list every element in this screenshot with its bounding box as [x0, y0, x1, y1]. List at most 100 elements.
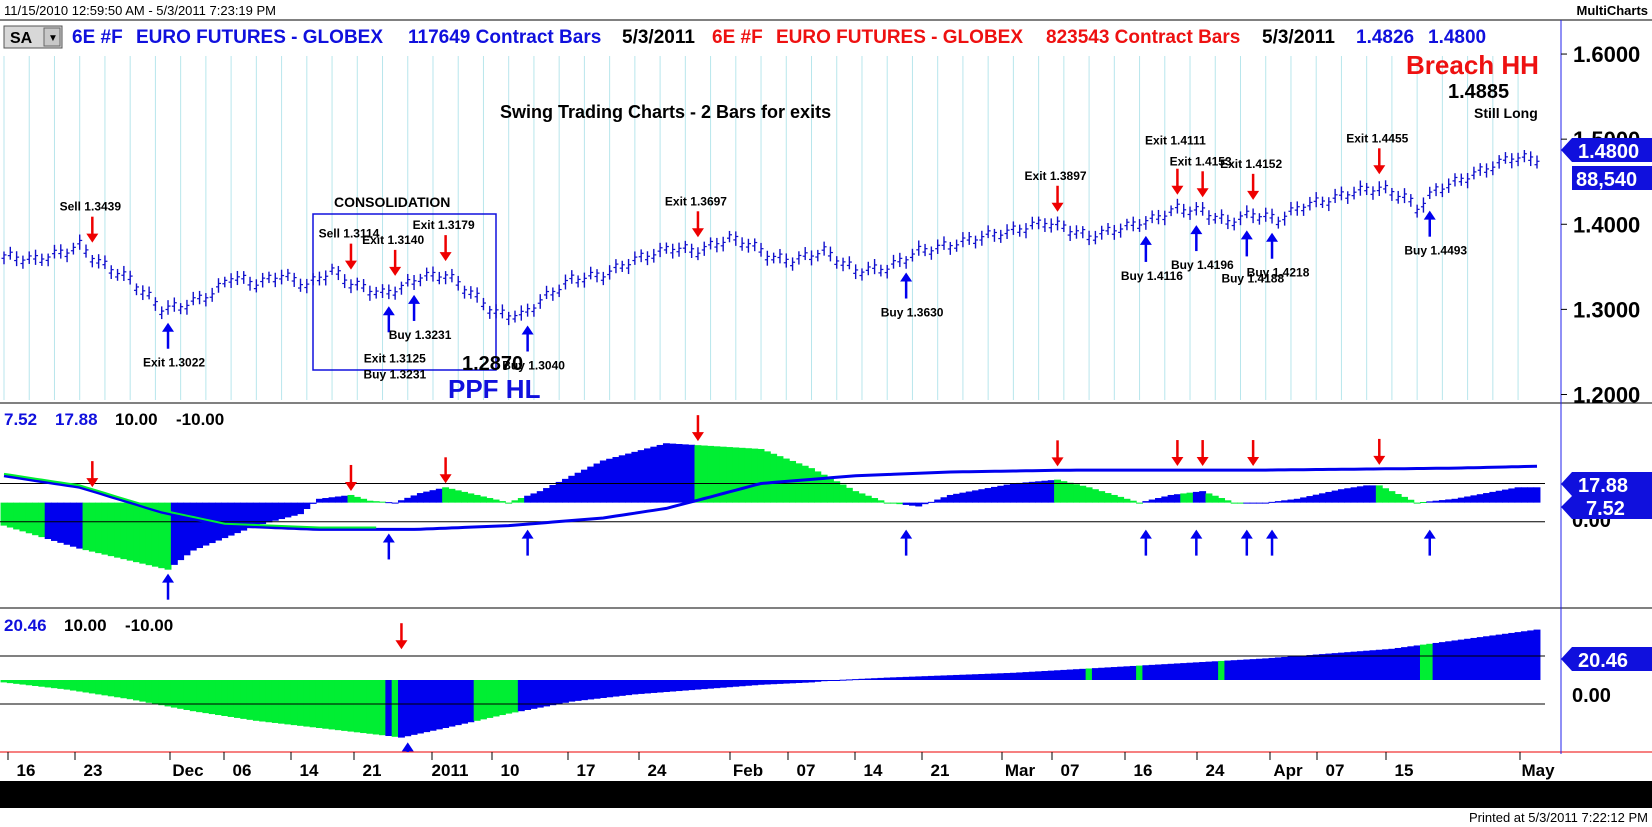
- sell-signal-label: Exit 1.3897: [1025, 169, 1087, 183]
- osc-bar: [1483, 493, 1490, 503]
- osc-badge-1-text: 17.88: [1578, 475, 1628, 497]
- osc-bar: [959, 492, 967, 503]
- trend-bar: [587, 680, 595, 700]
- osc-bar: [1350, 487, 1358, 503]
- trend-bar: [681, 680, 689, 691]
- osc-bar: [953, 493, 961, 503]
- buy-arrow-head: [1139, 235, 1152, 245]
- trend-bar: [385, 680, 393, 736]
- osc-buy-arrow-head: [162, 573, 175, 583]
- date-tick-label: 07: [1326, 761, 1345, 780]
- chart-title: Swing Trading Charts - 2 Bars for exits: [500, 102, 831, 122]
- date-tick-label: Apr: [1273, 761, 1303, 780]
- trend-bar: [1148, 664, 1156, 680]
- trend-bar: [744, 680, 752, 686]
- osc-bar: [1306, 496, 1314, 503]
- osc-bar: [265, 502, 273, 523]
- trend-bar: [404, 680, 412, 737]
- sell-arrow-head: [439, 252, 452, 262]
- trend-bar: [1432, 642, 1440, 680]
- trend-bar: [498, 680, 506, 716]
- trend-bar: [1495, 634, 1503, 680]
- osc-badge-2-text: 7.52: [1586, 498, 1625, 520]
- buy-arrow-head: [408, 294, 421, 304]
- osc-bar: [770, 453, 778, 503]
- trend-bar: [341, 680, 349, 731]
- osc-bar: [1533, 487, 1541, 503]
- osc-bar: [606, 458, 614, 503]
- osc-bar: [656, 444, 664, 503]
- trend-bar: [915, 676, 923, 680]
- osc-bar: [82, 502, 90, 551]
- osc-buy-arrow-head: [1190, 529, 1203, 539]
- trend-bar: [107, 680, 115, 697]
- osc-bar: [675, 444, 683, 503]
- trend-bar: [1060, 669, 1068, 680]
- osc-bar: [360, 498, 368, 503]
- osc-bar: [95, 502, 103, 554]
- osc-bar: [599, 460, 607, 503]
- osc-buy-arrow-head: [382, 533, 395, 543]
- trend-badge: 20.46: [1561, 647, 1652, 672]
- trend-bar: [25, 680, 33, 686]
- trend-bar: [568, 680, 576, 702]
- osc-bar: [429, 490, 437, 503]
- trend-bar: [1218, 660, 1226, 680]
- trend-bar: [1237, 659, 1244, 680]
- trend-readout-3: -10.00: [125, 616, 173, 635]
- trend-bar: [934, 675, 942, 680]
- trend-bar: [864, 678, 872, 680]
- osc-bar: [309, 502, 317, 504]
- osc-readouts: 7.52 17.88 10.00 -10.00: [4, 410, 224, 429]
- osc-badge-2-shape: [1561, 496, 1652, 519]
- sell-arrow-head: [344, 260, 357, 270]
- osc-bar: [1369, 485, 1377, 503]
- osc-bar: [625, 453, 633, 503]
- osc-bar: [126, 502, 134, 561]
- osc-bar: [385, 502, 393, 504]
- trend-bar: [1319, 654, 1326, 680]
- osc-bar: [1079, 485, 1087, 503]
- osc-bar: [852, 491, 860, 503]
- trend-bar: [574, 680, 582, 701]
- trend-bar: [845, 679, 853, 681]
- trend-bar: [265, 680, 273, 723]
- trend-bar: [890, 677, 897, 680]
- osc-bar: [650, 446, 658, 503]
- osc-bar: [88, 502, 96, 552]
- trend-bar: [908, 676, 916, 680]
- osc-bar: [826, 477, 834, 503]
- sa-dropdown-button[interactable]: [43, 27, 61, 47]
- trend-readout-1: 20.46: [4, 616, 47, 635]
- trend-bar: [618, 680, 626, 696]
- date-tick-label: 10: [501, 761, 520, 780]
- trend-bar: [208, 680, 216, 715]
- osc-bar: [1457, 497, 1465, 503]
- osc-bar: [1091, 489, 1099, 503]
- osc-bar: [196, 502, 204, 549]
- osc-bar: [1237, 502, 1244, 504]
- osc-bar: [416, 493, 424, 503]
- trend-bar: [511, 680, 519, 713]
- osc-bar: [183, 502, 191, 556]
- trend-bar: [1489, 635, 1497, 680]
- osc-bar: [69, 502, 77, 547]
- osc-bar: [763, 451, 771, 503]
- last-volume-badge: 88,540: [1572, 166, 1652, 191]
- osc-bar: [726, 447, 733, 503]
- osc-bar: [1085, 487, 1093, 503]
- osc-bar: [1224, 500, 1232, 503]
- osc-bar: [1066, 482, 1074, 503]
- trend-bar: [290, 680, 298, 726]
- sell-signal-label: Exit 1.4455: [1346, 131, 1408, 145]
- osc-bar: [139, 502, 147, 564]
- trend-badge-shape: [1561, 647, 1652, 671]
- trend-bar: [473, 680, 481, 721]
- buy-signal-label: Buy 1.4218: [1247, 266, 1310, 280]
- trend-bar: [801, 680, 809, 683]
- osc-bar: [839, 484, 847, 503]
- osc-bar: [1426, 501, 1434, 503]
- osc-bar: [1148, 499, 1156, 503]
- trend-readouts: 20.46 10.00 -10.00: [4, 616, 173, 635]
- trend-bar: [707, 680, 715, 689]
